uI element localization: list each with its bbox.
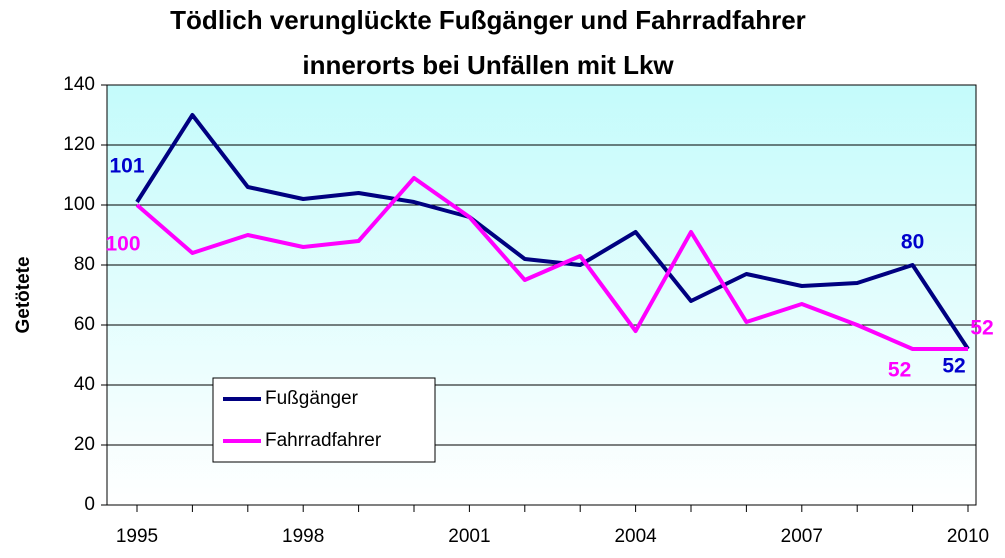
legend-box <box>212 377 436 463</box>
y-tick-label: 120 <box>63 134 95 155</box>
y-tick-label: 60 <box>74 314 95 335</box>
y-tick-label: 80 <box>74 254 95 275</box>
x-tick-label: 2010 <box>947 526 989 547</box>
chart-title: innerorts bei Unfällen mit Lkw <box>302 50 674 80</box>
data-label: 52 <box>888 359 911 382</box>
data-label: 52 <box>942 355 965 378</box>
data-label: 101 <box>109 155 144 178</box>
y-tick-label: 100 <box>63 194 95 215</box>
data-label: 100 <box>105 233 140 256</box>
y-tick-label: 140 <box>63 74 95 95</box>
x-tick-label: 2004 <box>614 526 657 547</box>
series-line <box>135 176 968 351</box>
series-line <box>135 113 970 351</box>
y-tick-label: 20 <box>74 434 95 455</box>
chart-title: Tödlich verunglückte Fußgänger und Fahrr… <box>170 5 806 35</box>
x-tick-label: 2007 <box>781 526 823 547</box>
y-tick-label: 0 <box>84 494 95 515</box>
legend-label: Fußgänger <box>265 388 359 409</box>
plot-border <box>106 84 977 506</box>
x-tick-label: 2001 <box>448 526 490 547</box>
x-tick-label: 1995 <box>116 526 158 547</box>
legend-label: Fahrradfahrer <box>265 430 382 451</box>
data-label: 80 <box>901 231 924 254</box>
y-axis-label: Getötete <box>13 256 34 333</box>
data-label: 52 <box>970 317 993 340</box>
y-tick-label: 40 <box>74 374 95 395</box>
x-tick-label: 1998 <box>282 526 324 547</box>
